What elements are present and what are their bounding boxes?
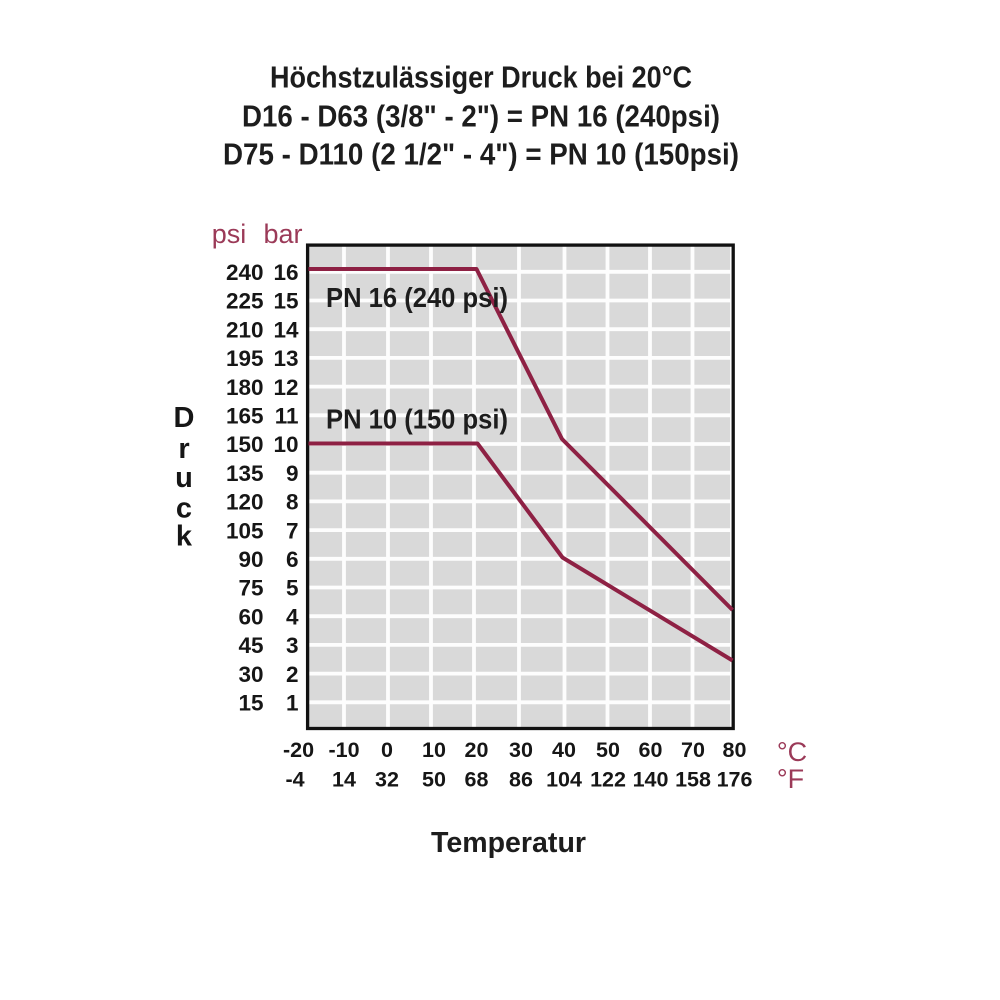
- svg-text:°F: °F: [777, 764, 804, 794]
- svg-text:240: 240: [226, 260, 264, 285]
- svg-text:-20: -20: [283, 738, 314, 762]
- svg-text:30: 30: [238, 662, 263, 687]
- svg-text:75: 75: [238, 576, 263, 601]
- svg-text:30: 30: [509, 738, 533, 762]
- svg-text:3: 3: [286, 633, 299, 658]
- svg-text:86: 86: [509, 768, 533, 792]
- svg-text:Temperatur: Temperatur: [431, 827, 586, 859]
- svg-text:90: 90: [238, 547, 263, 572]
- svg-text:15: 15: [273, 289, 298, 314]
- svg-text:176: 176: [717, 768, 753, 792]
- svg-text:68: 68: [465, 768, 489, 792]
- svg-text:11: 11: [275, 404, 299, 429]
- svg-text:u: u: [175, 462, 193, 494]
- svg-text:6: 6: [286, 547, 299, 572]
- svg-text:4: 4: [286, 604, 299, 629]
- svg-text:16: 16: [273, 260, 298, 285]
- svg-text:50: 50: [596, 738, 620, 762]
- svg-text:r: r: [178, 433, 189, 465]
- svg-text:0: 0: [381, 738, 393, 762]
- svg-text:60: 60: [639, 738, 663, 762]
- svg-text:14: 14: [273, 317, 299, 342]
- svg-text:150: 150: [226, 432, 264, 457]
- svg-text:105: 105: [226, 518, 264, 543]
- svg-text:165: 165: [226, 404, 264, 429]
- svg-text:158: 158: [675, 768, 711, 792]
- svg-text:2: 2: [286, 662, 299, 687]
- svg-text:c: c: [176, 493, 192, 525]
- svg-text:-10: -10: [328, 738, 359, 762]
- svg-text:D: D: [174, 402, 195, 434]
- svg-text:7: 7: [286, 518, 299, 543]
- svg-text:bar: bar: [263, 219, 302, 249]
- svg-text:Höchstzulässiger Druck bei 20°: Höchstzulässiger Druck bei 20°C: [270, 60, 692, 95]
- svg-text:40: 40: [552, 738, 576, 762]
- svg-text:180: 180: [226, 375, 264, 400]
- svg-text:225: 225: [226, 289, 264, 314]
- svg-text:12: 12: [273, 375, 298, 400]
- svg-text:15: 15: [238, 691, 263, 716]
- svg-text:32: 32: [375, 768, 399, 792]
- svg-text:210: 210: [226, 317, 264, 342]
- svg-text:5: 5: [286, 576, 299, 601]
- svg-text:10: 10: [273, 432, 298, 457]
- svg-text:45: 45: [238, 633, 263, 658]
- svg-text:D75 - D110 (2 1/2" - 4") = PN: D75 - D110 (2 1/2" - 4") = PN 10 (150psi…: [223, 137, 739, 172]
- svg-text:PN 16 (240 psi): PN 16 (240 psi): [326, 282, 508, 313]
- svg-text:120: 120: [226, 490, 264, 515]
- svg-text:D16 - D63 (3/8" - 2") = PN 16: D16 - D63 (3/8" - 2") = PN 16 (240psi): [242, 99, 720, 134]
- svg-text:104: 104: [546, 768, 582, 792]
- svg-text:195: 195: [226, 346, 264, 371]
- svg-text:80: 80: [723, 738, 747, 762]
- svg-text:k: k: [176, 521, 193, 553]
- svg-text:140: 140: [633, 768, 669, 792]
- svg-text:13: 13: [273, 346, 298, 371]
- svg-text:135: 135: [226, 461, 264, 486]
- svg-text:°C: °C: [777, 737, 807, 767]
- svg-text:50: 50: [422, 768, 446, 792]
- svg-text:psi: psi: [212, 219, 247, 249]
- svg-text:8: 8: [286, 490, 299, 515]
- svg-text:10: 10: [422, 738, 446, 762]
- svg-text:PN 10 (150 psi): PN 10 (150 psi): [326, 404, 508, 435]
- svg-text:9: 9: [286, 461, 299, 486]
- svg-text:20: 20: [465, 738, 489, 762]
- svg-text:14: 14: [332, 768, 356, 792]
- svg-text:1: 1: [286, 691, 299, 716]
- svg-text:70: 70: [681, 738, 705, 762]
- svg-text:122: 122: [590, 768, 626, 792]
- svg-text:-4: -4: [285, 768, 304, 792]
- svg-text:60: 60: [238, 604, 263, 629]
